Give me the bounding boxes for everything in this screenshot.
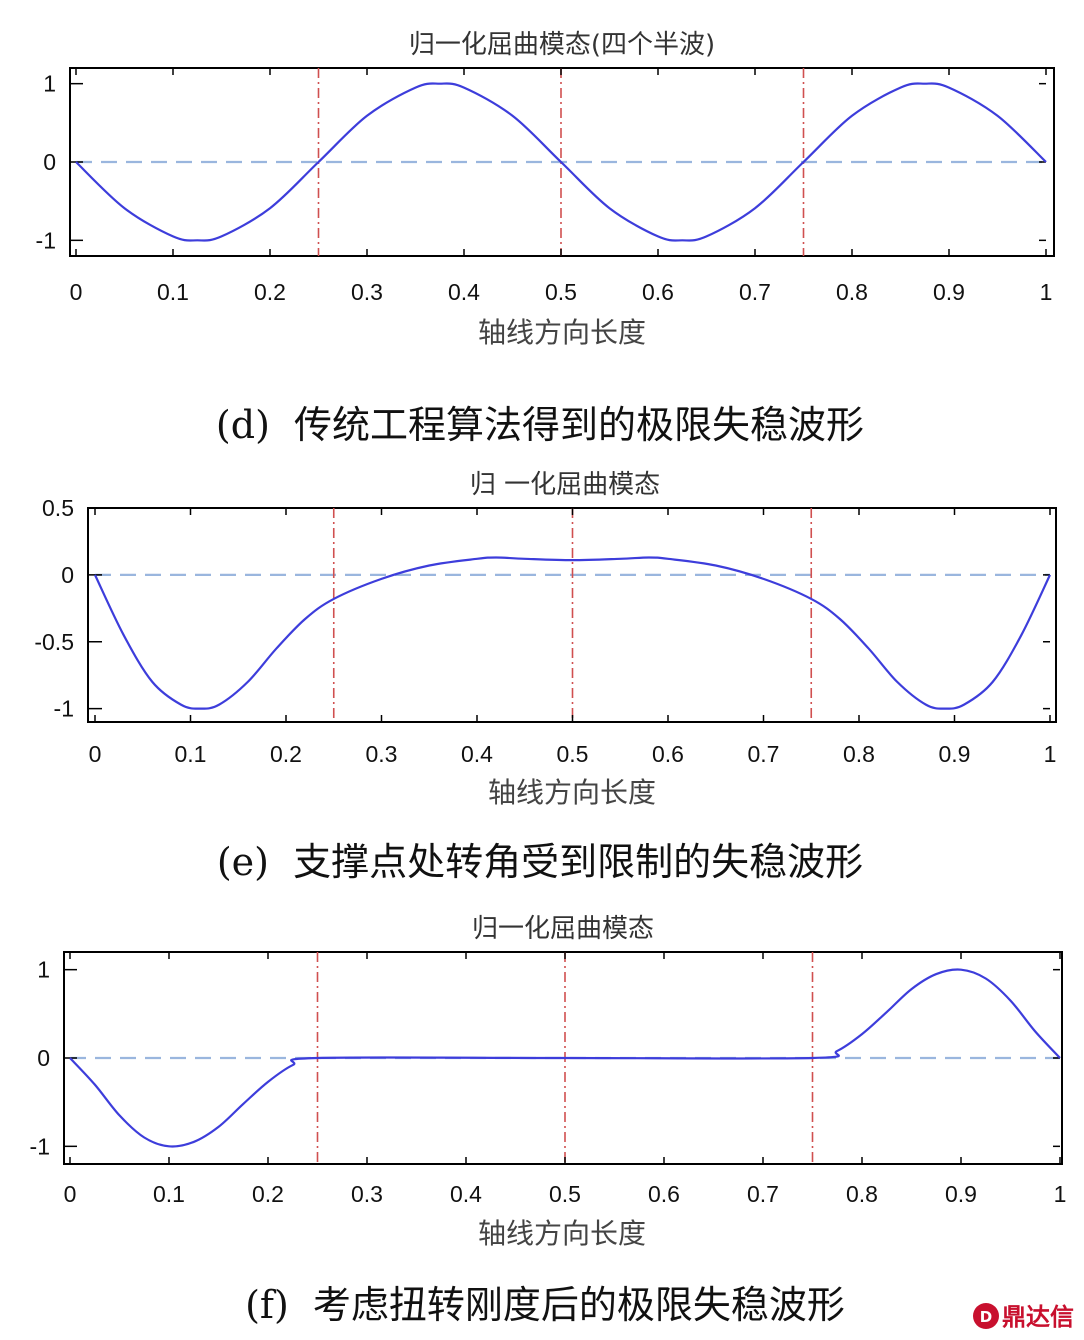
- panel-d-y-tick-label-1: 0: [43, 149, 56, 175]
- panel-d-x-tick-label-6: 0.6: [642, 279, 674, 305]
- panel-d-marks: 0 0.1 0.2 0.3 0.4 0.5 0.6 0.7 0.8 0.9 1 1 0 -1: [36, 68, 1053, 305]
- panel-f-y-tick-label-1: 0: [37, 1045, 50, 1071]
- panel-f-y-tick-label-2: -1: [30, 1133, 50, 1159]
- panel-d-x-tick-label-2: 0.2: [254, 279, 286, 305]
- panel-f-x-axis-label: 轴线方向长度: [478, 1217, 646, 1250]
- panel-f-marks: 0 0.1 0.2 0.3 0.4 0.5 0.6 0.7 0.8 0.9 1 1 0 -1: [30, 952, 1067, 1207]
- panel-d-caption: (d) 传统工程算法得到的极限失稳波形: [216, 403, 864, 447]
- panel-f-x-tick-label-5: 0.5: [549, 1181, 581, 1207]
- panel-e-x-tick-label-7: 0.7: [748, 741, 780, 767]
- panel-e-y-tick-label-1: 0: [61, 562, 74, 588]
- panel-f-mode-curve-0: [69, 968, 1061, 1148]
- panel-d-x-tick-label-4: 0.4: [448, 279, 480, 305]
- panel-e-x-tick-label-4: 0.4: [461, 741, 493, 767]
- panel-f-x-tick-label-1: 0.1: [153, 1181, 185, 1207]
- panel-d-x-tick-label-0: 0: [70, 279, 83, 305]
- panel-d: 归一化屈曲模态(四个半波) 0 0.1 0.2 0.3 0.4 0.5 0.6 0.7 0.8 0…: [36, 30, 1055, 447]
- panel-f-x-tick-label-6: 0.6: [648, 1181, 680, 1207]
- panel-f-x-tick-label-9: 0.9: [945, 1181, 977, 1207]
- panel-e-x-axis-label: 轴线方向长度: [488, 776, 656, 809]
- panel-f-x-tick-label-3: 0.3: [351, 1181, 383, 1207]
- panel-f-x-tick-label-7: 0.7: [747, 1181, 779, 1207]
- panel-d-x-tick-label-9: 0.9: [933, 279, 965, 305]
- panel-f-x-tick-label-10: 1: [1054, 1181, 1067, 1207]
- panel-e-title: 归 一化屈曲模态: [470, 470, 660, 500]
- panel-d-x-tick-label-1: 0.1: [157, 279, 189, 305]
- panel-e-x-tick-label-10: 1: [1044, 741, 1057, 767]
- panel-d-x-tick-label-10: 1: [1040, 279, 1053, 305]
- panel-d-x-axis-label: 轴线方向长度: [478, 316, 646, 349]
- panel-f: 归一化屈曲模态 0 0.1 0.2 0.3 0.4 0.5 0.6 0.7 0.8 0.9 110-…: [30, 914, 1067, 1327]
- watermark-text: 鼎达信: [1002, 1303, 1074, 1331]
- panel-e-x-tick-label-0: 0: [89, 741, 102, 767]
- panel-f-title: 归一化屈曲模态: [472, 914, 654, 944]
- panel-f-x-tick-label-2: 0.2: [252, 1181, 284, 1207]
- panel-d-y-tick-label-0: 1: [43, 71, 56, 97]
- panel-d-x-tick-label-5: 0.5: [545, 279, 577, 305]
- panel-f-x-tick-label-8: 0.8: [846, 1181, 878, 1207]
- panel-d-x-tick-label-7: 0.7: [739, 279, 771, 305]
- panel-e-x-tick-label-9: 0.9: [939, 741, 971, 767]
- panel-e-caption: (e) 支撑点处转角受到限制的失稳波形: [217, 840, 863, 884]
- panel-e-y-tick-label-2: -0.5: [34, 629, 74, 655]
- panel-e-y-tick-label-3: -1: [54, 696, 74, 722]
- panel-e-x-tick-label-2: 0.2: [270, 741, 302, 767]
- panel-d-mode-curve-0: [75, 82, 1047, 242]
- panel-f-x-tick-label-0: 0: [64, 1181, 77, 1207]
- panel-e-y-tick-label-0: 0.5: [42, 495, 74, 521]
- panel-e-x-tick-label-6: 0.6: [652, 741, 684, 767]
- watermark: D 鼎达信: [973, 1303, 1074, 1331]
- panel-d-x-tick-label-3: 0.3: [351, 279, 383, 305]
- panel-e-marks: 0 0.1 0.2 0.3 0.4 0.5 0.6 0.7 0.8 0.9 1 0.5 0 -0.5 -1: [34, 495, 1056, 767]
- panel-d-y-tick-label-2: -1: [36, 227, 56, 253]
- panel-f-caption: (f) 考虑扭转刚度后的极限失稳波形: [245, 1283, 845, 1327]
- panel-d-x-tick-label-8: 0.8: [836, 279, 868, 305]
- watermark-logo-icon: [973, 1303, 999, 1329]
- panel-d-title: 归一化屈曲模态(四个半波): [409, 30, 715, 60]
- panel-e-mode-curve-0: [94, 556, 1051, 710]
- watermark-logo-glyph: D: [980, 1308, 992, 1326]
- panel-e-x-tick-label-8: 0.8: [843, 741, 875, 767]
- panel-f-x-tick-label-4: 0.4: [450, 1181, 482, 1207]
- panel-e: 归 一化屈曲模态 0 0.1 0.2 0.3 0.4 0.5 0.6 0.7 0.8 0.9 1 0.…: [34, 470, 1057, 884]
- panel-e-x-tick-label-3: 0.3: [366, 741, 398, 767]
- panel-e-x-tick-label-5: 0.5: [557, 741, 589, 767]
- panel-e-x-tick-label-1: 0.1: [175, 741, 207, 767]
- panel-f-y-tick-label-0: 1: [37, 957, 50, 983]
